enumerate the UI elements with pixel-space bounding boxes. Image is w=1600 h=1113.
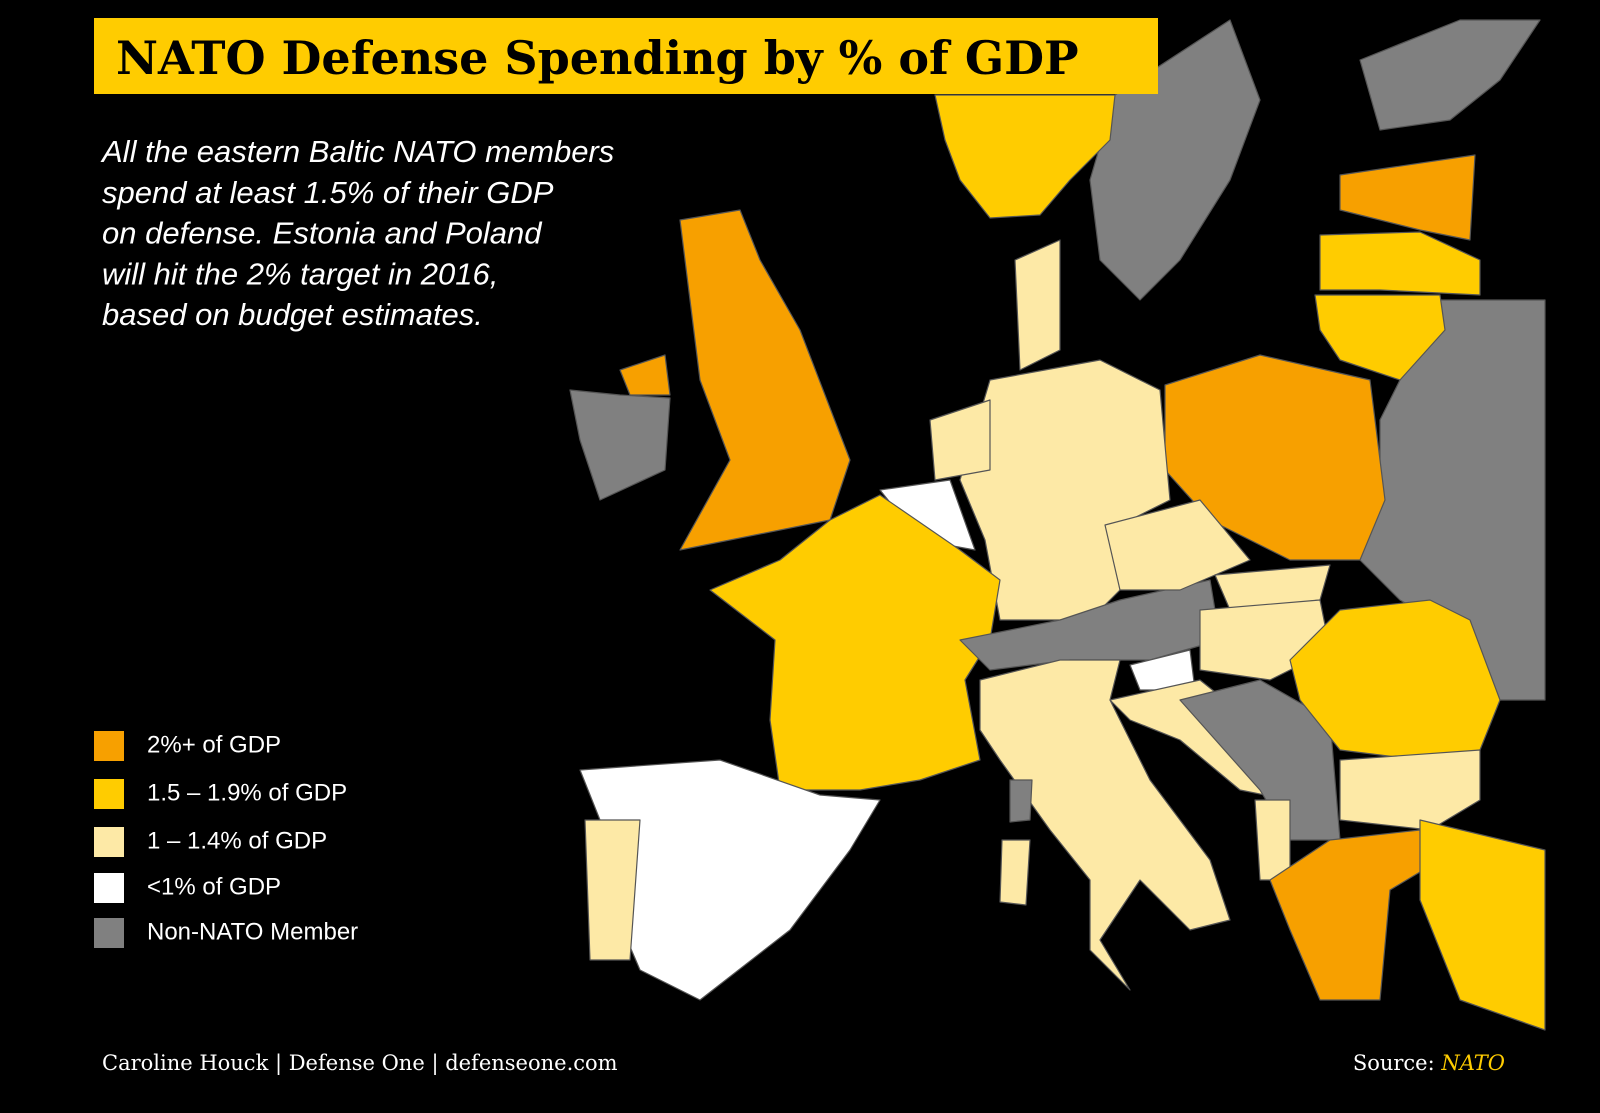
legend: 2%+ of GDP 1.5 – 1.9% of GDP 1 – 1.4% of G… — [94, 731, 358, 948]
region — [1319, 231, 1481, 296]
legend-label: <1% of GDP — [147, 873, 281, 900]
region — [1359, 299, 1546, 701]
title-banner — [94, 18, 1158, 94]
summary: All the eastern Baltic NATO members spend… — [100, 134, 614, 332]
legend-swatch — [94, 827, 124, 857]
region — [1164, 354, 1386, 561]
region — [1419, 819, 1546, 1031]
region — [569, 389, 671, 501]
summary-line: will hit the 2% target in 2016, — [102, 256, 498, 291]
region — [679, 209, 851, 551]
region — [934, 94, 1116, 219]
region — [1009, 779, 1033, 823]
legend-swatch — [94, 731, 124, 761]
region — [999, 839, 1031, 906]
region — [1269, 829, 1441, 1001]
legend-swatch — [94, 873, 124, 903]
summary-line: spend at least 1.5% of their GDP — [102, 175, 554, 210]
summary-line: All the eastern Baltic NATO members — [100, 134, 614, 169]
source-name: NATO — [1440, 1051, 1505, 1075]
region — [1359, 19, 1541, 131]
legend-label: 1 – 1.4% of GDP — [147, 827, 327, 854]
region — [1314, 294, 1446, 381]
title: NATO Defense Spending by % of GDP — [116, 31, 1079, 85]
map — [569, 19, 1546, 1031]
region — [1014, 239, 1061, 371]
summary-line: based on budget estimates. — [102, 297, 483, 332]
region — [1339, 154, 1476, 241]
legend-swatch — [94, 779, 124, 809]
summary-line: on defense. Estonia and Poland — [102, 216, 543, 251]
legend-swatch — [94, 918, 124, 948]
region — [1289, 599, 1501, 761]
legend-label: Non-NATO Member — [147, 918, 358, 945]
source-label: Source: — [1353, 1051, 1435, 1075]
region — [584, 819, 641, 961]
source: Source: NATO — [1353, 1051, 1505, 1075]
region — [619, 354, 671, 396]
region — [979, 659, 1231, 991]
legend-label: 1.5 – 1.9% of GDP — [147, 779, 347, 806]
region — [709, 494, 1001, 791]
region — [1254, 799, 1291, 881]
legend-label: 2%+ of GDP — [147, 731, 281, 758]
credit: Caroline Houck | Defense One | defenseon… — [102, 1051, 618, 1076]
region — [1339, 749, 1481, 831]
region — [929, 399, 991, 481]
